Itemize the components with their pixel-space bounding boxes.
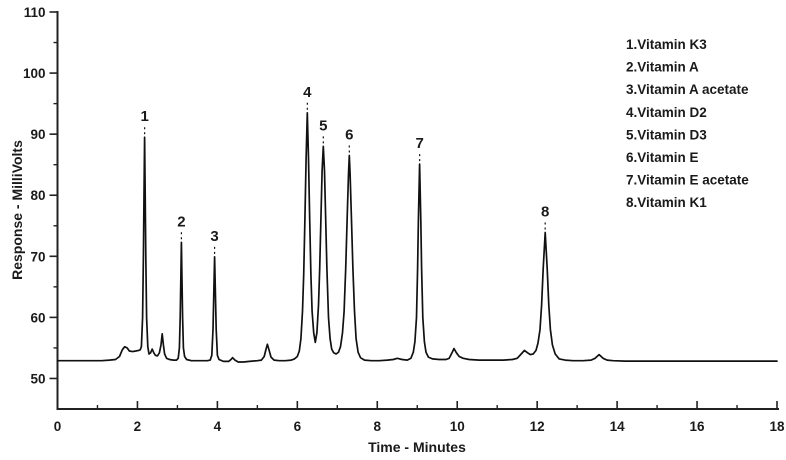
legend-item: 2.Vitamin A	[626, 60, 699, 75]
y-tick-label: 110	[24, 5, 46, 20]
x-tick-label: 16	[690, 419, 706, 434]
peak-label-8: 8	[541, 203, 549, 220]
y-axis-ticks: 50 60 70 80 90 100 110	[23, 5, 58, 386]
y-tick-label: 50	[30, 371, 45, 386]
legend-item: 4.Vitamin D2	[626, 105, 707, 120]
peak-label-4: 4	[303, 84, 312, 101]
y-axis-title: Response - MilliVolts	[9, 140, 25, 280]
peak-legend: 1.Vitamin K3 2.Vitamin A 3.Vitamin A aceta…	[626, 37, 749, 210]
x-tick-label: 8	[374, 419, 382, 434]
legend-item: 6.Vitamin E	[626, 150, 699, 165]
y-tick-label: 80	[30, 188, 45, 203]
x-axis-title: Time - Minutes	[368, 439, 466, 455]
x-tick-label: 4	[214, 419, 222, 434]
y-tick-label: 60	[30, 310, 45, 325]
y-tick-label: 70	[30, 249, 45, 264]
peak-label-3: 3	[210, 228, 218, 245]
peak-number-labels: 1 2 3 45 6 7 8	[140, 84, 549, 254]
x-tick-label: 0	[54, 419, 62, 434]
peak-label-5: 5	[319, 117, 327, 134]
x-axis-ticks: 0 2 4 6 8 10 12 14 16 18	[54, 401, 785, 434]
peak-label-2: 2	[177, 213, 185, 230]
chromatogram-trace	[56, 111, 778, 363]
legend-item: 5.Vitamin D3	[626, 127, 707, 142]
y-tick-label: 100	[23, 66, 46, 81]
x-tick-label: 12	[530, 419, 545, 434]
peak-label-6: 6	[345, 127, 353, 144]
legend-item: 8.Vitamin K1	[626, 195, 707, 210]
peak-label-7: 7	[415, 135, 423, 152]
legend-item: 3.Vitamin A acetate	[626, 82, 749, 97]
y-tick-label: 90	[30, 127, 45, 142]
legend-item: 7.Vitamin E acetate	[626, 173, 749, 188]
x-tick-label: 18	[769, 419, 785, 434]
x-tick-label: 2	[134, 419, 142, 434]
x-tick-label: 14	[610, 419, 626, 434]
x-tick-label: 10	[450, 419, 465, 434]
legend-item: 1.Vitamin K3	[626, 37, 707, 52]
peak-label-1: 1	[140, 108, 148, 125]
x-tick-label: 6	[294, 419, 302, 434]
